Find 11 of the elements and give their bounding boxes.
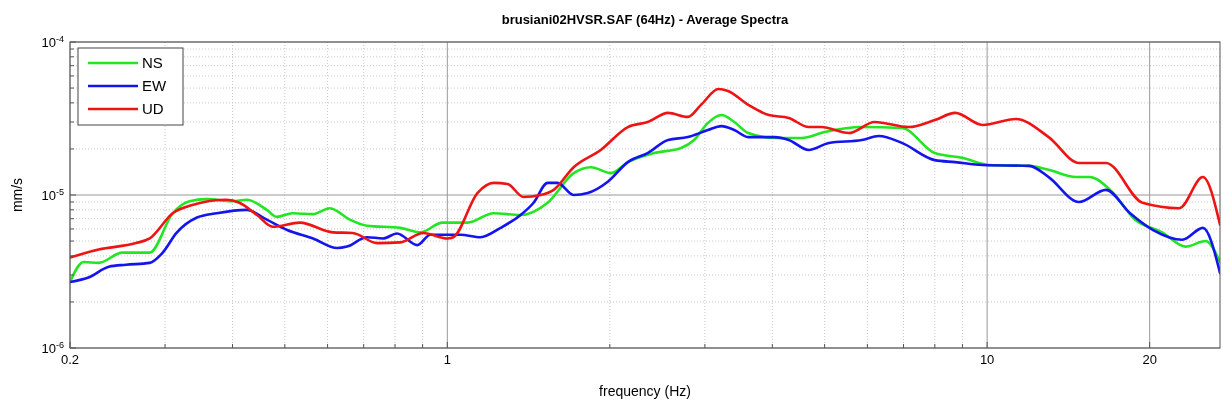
legend-label: UD — [142, 100, 164, 117]
x-axis-title: frequency (Hz) — [599, 383, 691, 399]
x-tick-label: 10 — [979, 352, 995, 367]
y-tick-label: 10$^{-4}$ — [41, 34, 64, 50]
y-axis-title: mm/s — [9, 177, 25, 213]
legend-label: EW — [142, 77, 167, 94]
legend-label: NS — [142, 54, 163, 71]
x-tick-label: 20 — [1142, 352, 1157, 367]
y-tick-label: 10$^{-5}$ — [41, 187, 64, 203]
chart-title: brusiani02HVSR.SAF (64Hz) - Average Spectra — [501, 12, 790, 27]
x-tick-label: 1 — [443, 352, 451, 367]
